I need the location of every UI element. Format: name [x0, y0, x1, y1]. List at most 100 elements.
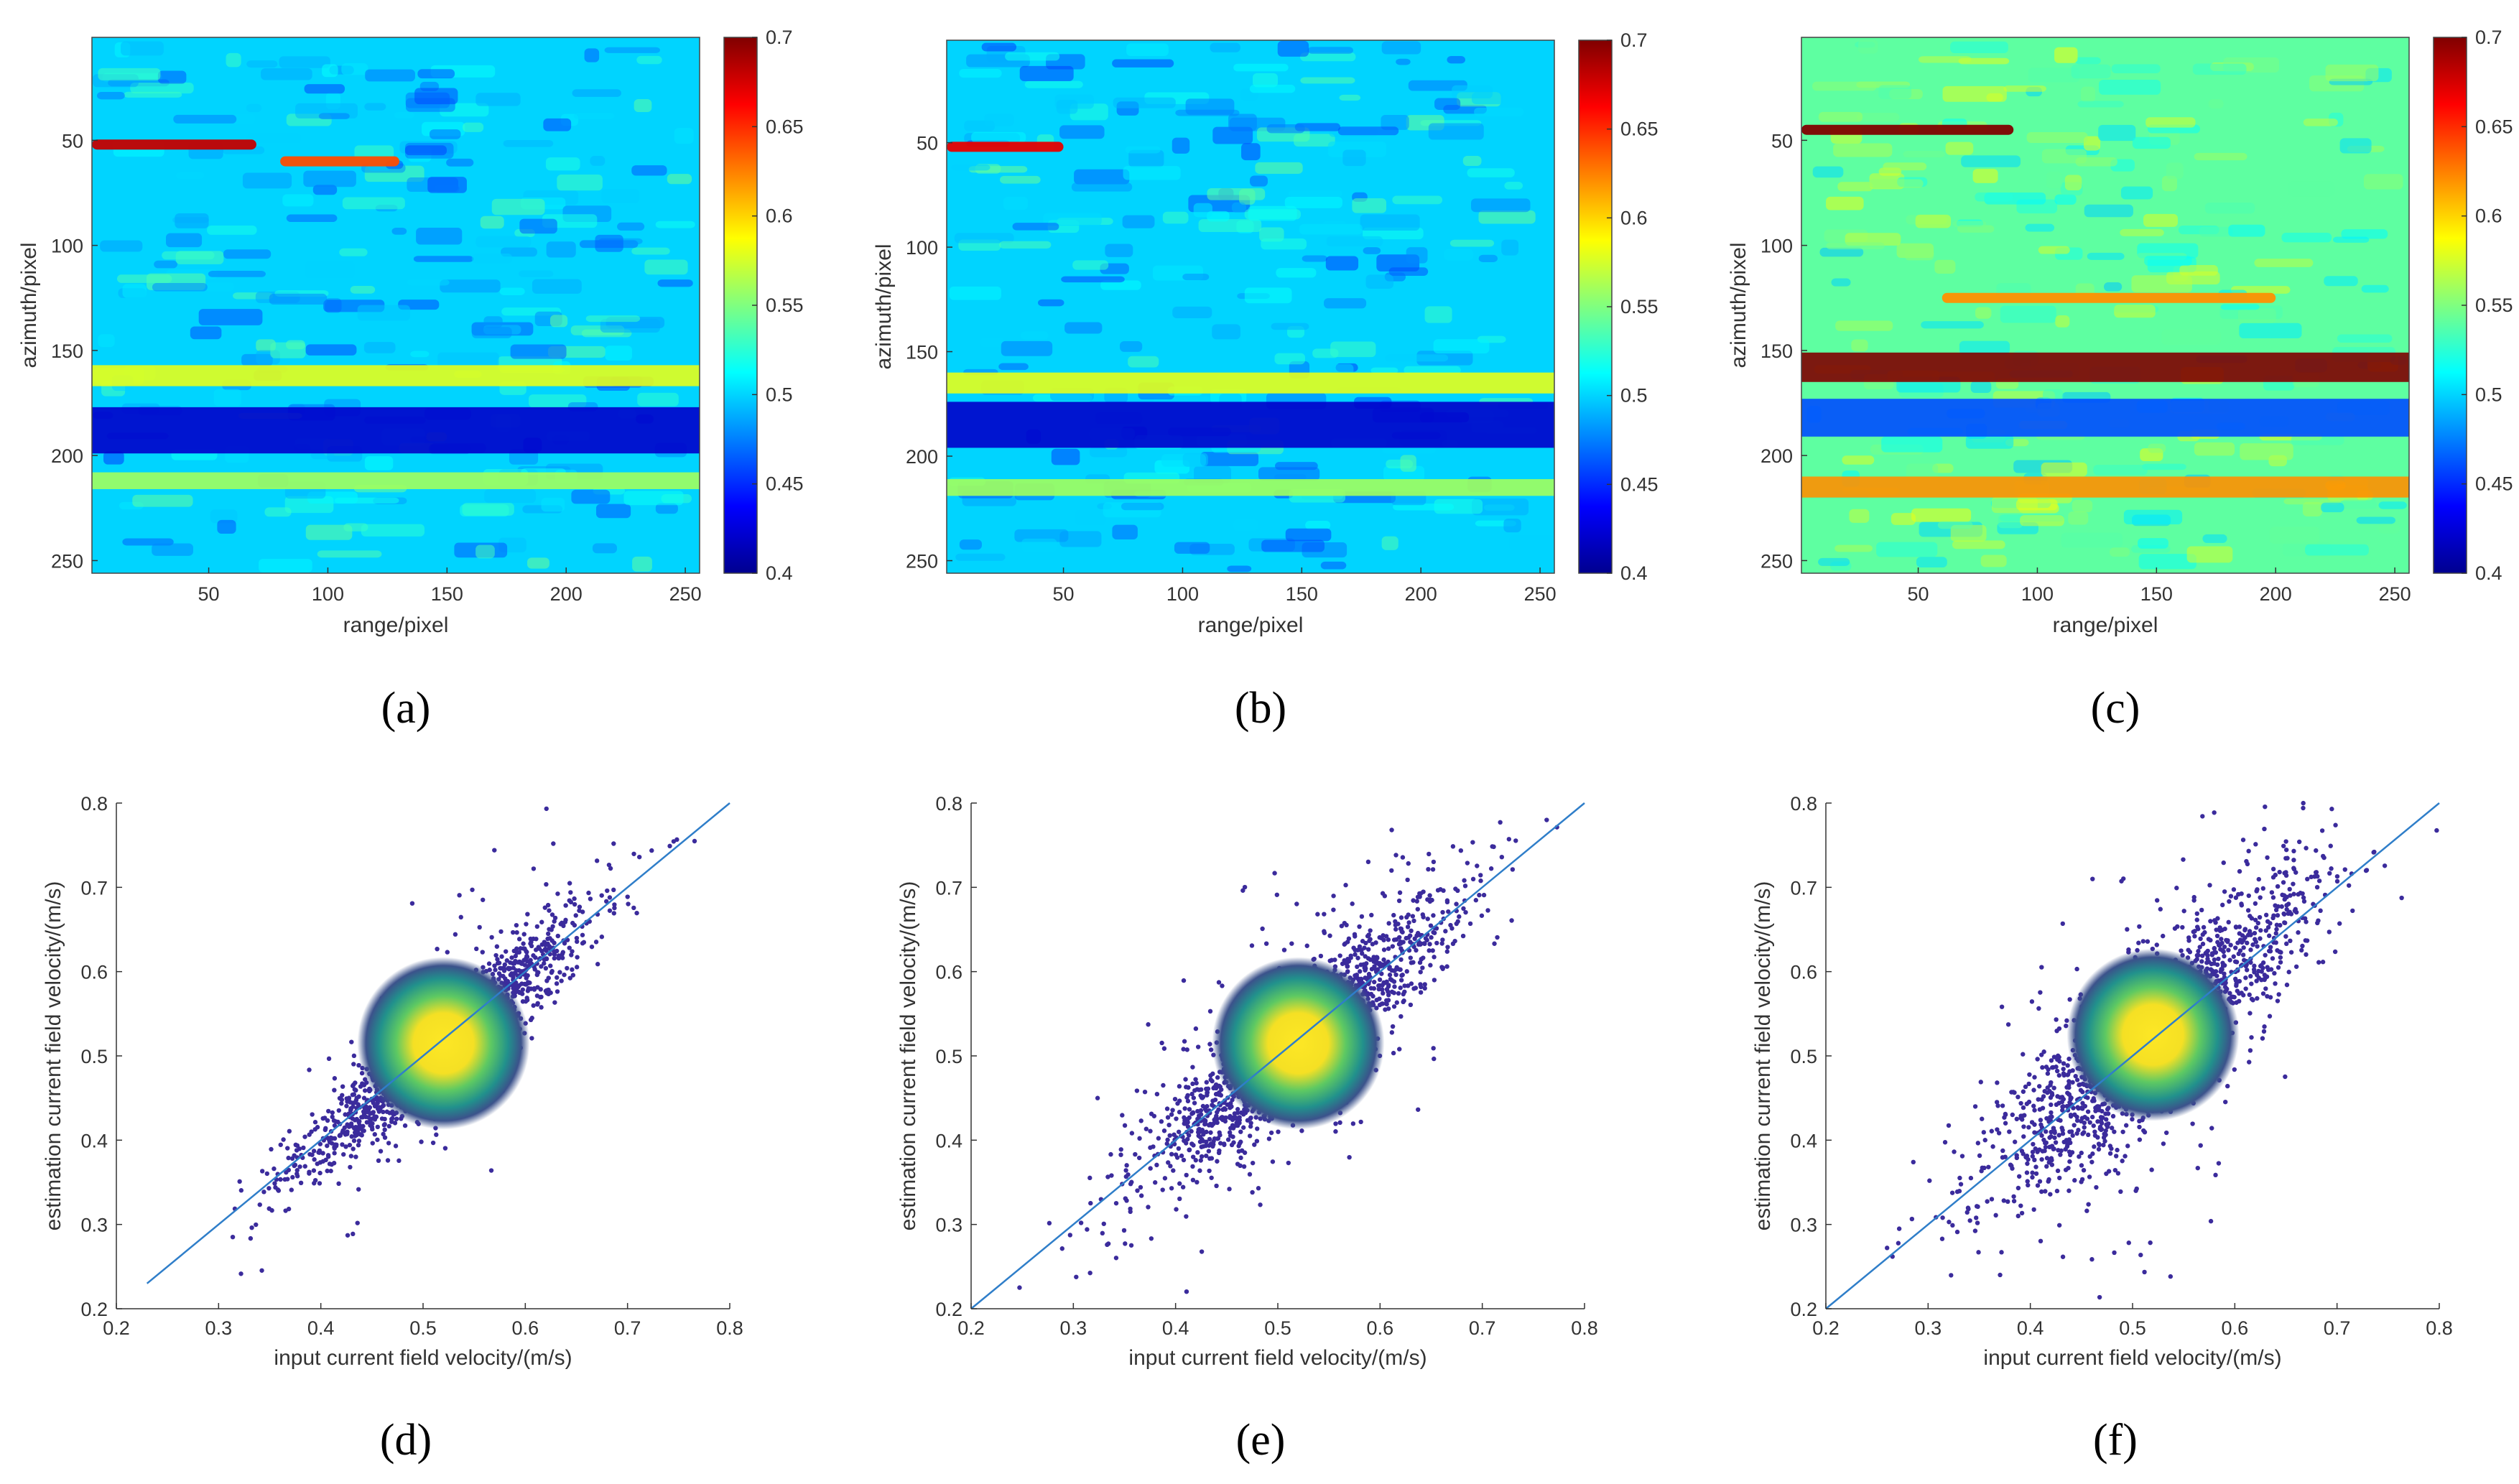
heatmap-texture-cell — [1112, 524, 1138, 540]
data-point — [1386, 921, 1391, 926]
data-point — [1391, 1004, 1397, 1009]
data-point — [1344, 922, 1349, 928]
data-point — [1387, 973, 1393, 978]
data-point — [2261, 1029, 2267, 1034]
data-point — [2327, 871, 2332, 876]
data-point — [514, 922, 519, 928]
heatmap-texture-cell — [1945, 142, 1974, 155]
heatmap-texture-cell — [1253, 73, 1278, 88]
data-point — [1101, 1221, 1106, 1226]
heatmap-texture-cell — [951, 164, 991, 171]
data-point — [1142, 1089, 1148, 1095]
heatmap-texture-cell — [2302, 501, 2322, 516]
heatmap-texture-cell — [2186, 546, 2233, 563]
data-point — [508, 966, 513, 971]
data-point — [1441, 888, 1446, 894]
heatmap-texture-cell — [2084, 204, 2133, 218]
heatmap-texture-cell — [1385, 354, 1449, 362]
data-point — [2226, 919, 2231, 925]
heatmap-texture-cell — [2074, 57, 2101, 65]
data-point — [386, 1141, 391, 1146]
heatmap-texture-cell — [152, 543, 193, 556]
data-point — [1439, 941, 1444, 946]
data-point — [307, 1169, 312, 1174]
data-point — [572, 896, 577, 901]
data-point — [513, 982, 518, 987]
data-point — [1120, 1113, 1125, 1118]
data-point — [1176, 1146, 1182, 1151]
heatmap-texture-cell — [103, 451, 124, 465]
data-point — [1421, 914, 1426, 919]
heatmap-texture-cell — [1424, 306, 1452, 323]
heatmap-texture-cell — [532, 279, 582, 294]
data-point — [1402, 989, 1407, 994]
data-point — [1418, 970, 1423, 975]
heatmap-texture-cell — [1970, 381, 1992, 394]
heatmap-texture-cell — [1959, 340, 2010, 355]
heatmap-texture-cell — [363, 342, 396, 353]
heatmap-texture-cell — [124, 91, 182, 98]
heatmap-texture-cell — [2240, 443, 2293, 460]
data-point — [498, 929, 504, 935]
data-point — [1207, 1168, 1212, 1174]
data-point — [552, 1000, 557, 1005]
data-point — [2222, 953, 2227, 959]
data-point — [511, 929, 516, 935]
heatmap-texture-cell — [264, 507, 292, 517]
data-point — [1391, 912, 1396, 918]
data-point — [1419, 984, 1424, 990]
heatmap-texture-cell — [2194, 152, 2247, 161]
data-point — [1184, 1172, 1189, 1178]
data-point — [518, 969, 524, 974]
x-tick-label: 0.6 — [512, 1317, 539, 1339]
data-point — [325, 1143, 330, 1149]
data-point — [524, 981, 529, 987]
heatmap-texture-cell — [1274, 353, 1306, 365]
data-point — [1205, 1104, 1210, 1109]
heatmap-texture-cell — [1950, 524, 1987, 542]
data-point — [1167, 1133, 1172, 1138]
data-point — [1118, 1147, 1123, 1152]
data-point — [1362, 965, 1367, 970]
heatmap-texture-cell — [1182, 453, 1208, 467]
data-point — [326, 1056, 332, 1062]
data-point — [2382, 863, 2388, 868]
heatmap-texture-cell — [510, 344, 567, 359]
heatmap-texture-cell — [526, 557, 549, 569]
data-point — [1204, 1153, 1209, 1159]
heatmap-texture-cell — [414, 88, 458, 105]
heatmap-texture-cell — [1172, 306, 1212, 319]
data-point — [1238, 1163, 1243, 1169]
data-point — [1233, 1115, 1238, 1121]
data-point — [1223, 1118, 1228, 1124]
data-point — [580, 932, 585, 937]
heatmap-texture-cell — [1212, 324, 1240, 340]
heatmap-texture-cell — [1119, 340, 1143, 352]
data-point — [589, 944, 595, 950]
data-point — [1400, 929, 1405, 935]
data-point — [1492, 941, 1497, 946]
data-point — [544, 956, 549, 961]
data-point — [554, 981, 560, 986]
density-core — [1212, 957, 1385, 1130]
data-point — [1134, 1088, 1140, 1093]
data-point — [555, 933, 560, 939]
heatmap-texture-cell — [1834, 544, 1873, 552]
data-point — [474, 946, 479, 952]
heatmap-texture-cell — [1307, 47, 1353, 54]
data-point — [2251, 967, 2257, 973]
heatmap-texture-cell — [98, 68, 161, 80]
data-point — [1123, 1196, 1128, 1201]
data-point — [2033, 1164, 2038, 1169]
heatmap-texture-cell — [604, 47, 660, 53]
data-point — [340, 1084, 345, 1089]
heatmap-texture-cell — [546, 241, 576, 258]
heatmap-texture-cell — [637, 392, 679, 407]
data-point — [1177, 1196, 1182, 1202]
data-point — [1177, 1110, 1182, 1115]
data-point — [1183, 1077, 1188, 1082]
data-point — [1215, 1159, 1220, 1164]
heatmap-texture-cell — [2054, 47, 2078, 63]
data-point — [419, 1139, 424, 1144]
data-point — [1240, 888, 1245, 893]
